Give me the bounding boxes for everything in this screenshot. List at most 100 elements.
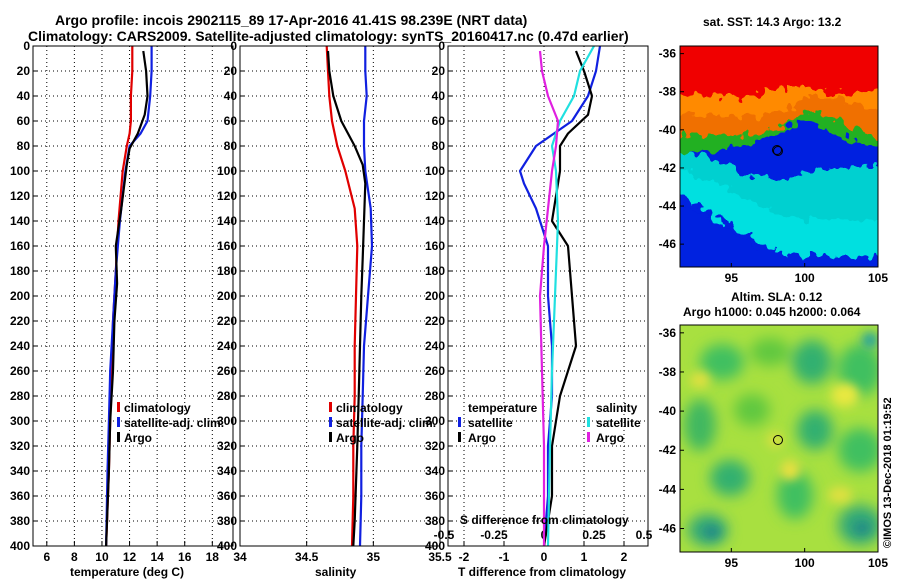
depth-tick-label: 20 (432, 64, 446, 78)
depth-tick-label: 320 (217, 439, 237, 453)
top-tick-label: -0.25 (480, 528, 508, 542)
temperature-legend: climatology satellite-adj. clim. Argo (117, 401, 224, 445)
lon-tick-label: 100 (795, 271, 815, 285)
depth-tick-label: 40 (432, 89, 446, 103)
depth-tick-label: 400 (217, 539, 237, 553)
legend-argo-swatch (117, 432, 120, 442)
lat-tick-label: -44 (659, 482, 677, 496)
difference-top-xlabel: S difference from climatology (460, 513, 629, 527)
figure-title-line2: Climatology: CARS2009. Satellite-adjuste… (28, 28, 629, 44)
depth-tick-label: 200 (217, 289, 237, 303)
depth-tick-label: 100 (425, 164, 445, 178)
depth-tick-label: 260 (10, 364, 30, 378)
x-tick-label: 16 (178, 550, 192, 564)
imos-credit: ©IMOS 13-Dec-2018 01:19:52 (882, 397, 894, 548)
depth-tick-label: 160 (10, 239, 30, 253)
depth-tick-label: 80 (224, 139, 238, 153)
depth-tick-label: 140 (10, 214, 30, 228)
difference-ticks: 0204060801001201401601802002202402602803… (425, 39, 653, 564)
depth-tick-label: 160 (217, 239, 237, 253)
x-tick-label: 1 (581, 550, 588, 564)
legend-argo-swatch (329, 432, 332, 442)
depth-tick-label: 20 (17, 64, 31, 78)
depth-tick-label: 320 (425, 439, 445, 453)
depth-tick-label: 260 (425, 364, 445, 378)
difference-xlabel: T difference from climatology (458, 565, 626, 579)
depth-tick-label: 380 (10, 514, 30, 528)
salinity-ticks: 0204060801001201401601802002202402602803… (217, 39, 452, 564)
temperature-ticks: 0 20 40 60 80 100 120 140 160 180 200 220 240 260 280 3… (10, 39, 219, 564)
legend-satellite-swatch (117, 417, 120, 427)
difference-series (518, 45, 602, 547)
salinity-grid (239, 45, 441, 547)
series-line-satellite-adj-clim- (358, 46, 374, 547)
temperature-plot-frame (32, 45, 234, 547)
sla-map-panel: Altim. SLA: 0.12 Argo h1000: 0.045 h2000… (659, 290, 889, 570)
lat-tick-label: -36 (659, 326, 677, 340)
depth-tick-label: 300 (217, 414, 237, 428)
lon-tick-label: 100 (795, 556, 815, 570)
x-tick-label: -2 (459, 550, 470, 564)
x-tick-label: 10 (95, 550, 109, 564)
lon-tick-label: 95 (725, 556, 739, 570)
legend-t-argo-label: Argo (468, 431, 496, 445)
depth-tick-label: 360 (425, 489, 445, 503)
depth-tick-label: 80 (432, 139, 446, 153)
series-line-argo (105, 50, 149, 547)
sst-map-title: sat. SST: 14.3 Argo: 13.2 (703, 15, 842, 29)
depth-tick-label: 0 (438, 39, 445, 53)
lat-tick-label: -40 (659, 123, 677, 137)
top-tick-label: 0.25 (582, 528, 606, 542)
series-line-climatology (325, 45, 359, 547)
depth-tick-label: 180 (217, 264, 237, 278)
legend-s-satellite-swatch (587, 417, 590, 427)
x-tick-label: 0 (541, 550, 548, 564)
depth-tick-label: 340 (217, 464, 237, 478)
depth-tick-label: 40 (224, 89, 238, 103)
x-tick-label: 34 (233, 550, 247, 564)
depth-tick-label: 180 (10, 264, 30, 278)
depth-tick-label: 400 (425, 539, 445, 553)
sla-field (680, 325, 878, 552)
depth-tick-label: 400 (10, 539, 30, 553)
depth-tick-label: 0 (230, 39, 237, 53)
lat-tick-label: -42 (659, 161, 677, 175)
legend-argo-label: Argo (336, 431, 364, 445)
depth-tick-label: 100 (217, 164, 237, 178)
lat-tick-label: -46 (659, 522, 677, 536)
depth-tick-label: 380 (217, 514, 237, 528)
depth-tick-label: 220 (425, 314, 445, 328)
lat-tick-label: -38 (659, 85, 677, 99)
sst-map-panel: sat. SST: 14.3 Argo: 13.2 95 100 105 -36 -38… (659, 15, 889, 285)
depth-tick-label: 280 (217, 389, 237, 403)
depth-tick-label: 140 (217, 214, 237, 228)
depth-tick-label: 240 (425, 339, 445, 353)
sla-map-frame (679, 324, 879, 553)
sst-field (680, 46, 878, 267)
difference-panel: 0204060801001201401601802002202402602803… (425, 39, 653, 579)
x-tick-label: 18 (206, 550, 220, 564)
lon-tick-label: 95 (725, 271, 739, 285)
legend-t-satellite-label: satellite (468, 416, 513, 430)
sst-map-ticks: 95 100 105 -36 -38 -40 -42 -44 -46 (659, 47, 889, 285)
depth-tick-label: 120 (425, 189, 445, 203)
x-tick-label: 35.5 (428, 550, 452, 564)
salinity-legend: climatology satellite-adj. clim. Argo (329, 401, 436, 445)
top-tick-label: -0.5 (434, 528, 455, 542)
legend-s-satellite-label: satellite (596, 416, 641, 430)
depth-tick-label: 200 (425, 289, 445, 303)
series-line-temperature-argo (542, 50, 594, 547)
depth-tick-label: 300 (10, 414, 30, 428)
legend-s-argo-label: Argo (596, 431, 624, 445)
legend-satellite-label: satellite-adj. clim. (336, 416, 436, 430)
series-line-climatology (105, 46, 134, 547)
depth-tick-label: 280 (425, 389, 445, 403)
figure-title-line1: Argo profile: incois 2902115_89 17-Apr-2… (55, 12, 527, 28)
difference-legend: temperature salinity satellite Argo sate… (458, 401, 641, 445)
x-tick-label: 34.5 (295, 550, 319, 564)
series-line-salinity-argo (538, 50, 560, 546)
sla-argo-marker (773, 435, 783, 445)
depth-tick-label: 280 (10, 389, 30, 403)
depth-tick-label: 160 (425, 239, 445, 253)
lat-tick-label: -42 (659, 443, 677, 457)
